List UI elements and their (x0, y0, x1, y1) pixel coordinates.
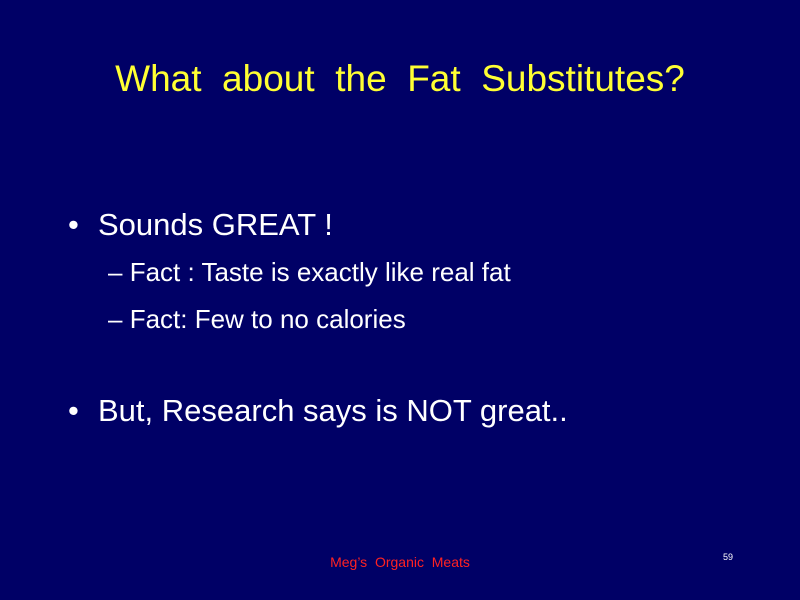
bullet-text: Sounds GREAT ! (98, 207, 333, 242)
bullet-item: • But, Research says is NOT great.. (68, 393, 568, 429)
bullet-marker: • (68, 393, 98, 429)
sub-bullet-marker: – (108, 304, 122, 334)
sub-bullet-text: Fact: Few to no calories (130, 304, 406, 334)
sub-bullet-marker: – (108, 257, 122, 287)
bullet-item: • Sounds GREAT ! (68, 207, 333, 243)
bullet-text: But, Research says is NOT great.. (98, 393, 568, 428)
sub-bullet-item: – Fact : Taste is exactly like real fat (108, 257, 511, 287)
bullet-marker: • (68, 207, 98, 243)
sub-bullet-item: – Fact: Few to no calories (108, 304, 406, 334)
page-number: 59 (716, 551, 740, 563)
sub-bullet-text: Fact : Taste is exactly like real fat (130, 257, 511, 287)
slide-footer: Meg’s Organic Meats (0, 553, 800, 571)
